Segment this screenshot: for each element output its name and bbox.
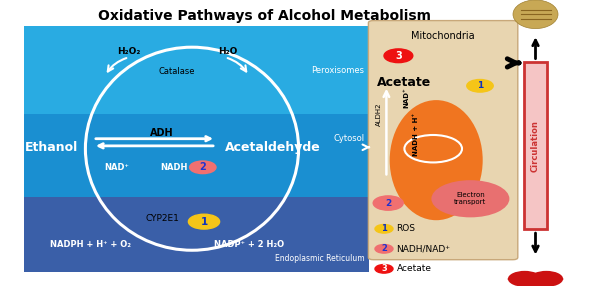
- Circle shape: [375, 225, 393, 233]
- Text: 1: 1: [200, 217, 208, 227]
- Circle shape: [384, 49, 413, 63]
- Text: 1: 1: [477, 81, 483, 90]
- Text: 2: 2: [381, 244, 387, 253]
- Text: ADH: ADH: [150, 128, 174, 138]
- Ellipse shape: [390, 100, 483, 220]
- Circle shape: [375, 265, 393, 273]
- Circle shape: [373, 196, 403, 210]
- Text: Peroxisomes: Peroxisomes: [311, 65, 364, 75]
- FancyBboxPatch shape: [24, 26, 369, 114]
- Circle shape: [375, 245, 393, 253]
- Text: H₂O₂: H₂O₂: [118, 47, 140, 56]
- Text: Acetate: Acetate: [397, 264, 431, 273]
- Text: 1: 1: [381, 224, 387, 233]
- Polygon shape: [508, 279, 563, 286]
- Text: Electron
transport: Electron transport: [454, 192, 487, 205]
- Circle shape: [530, 271, 563, 286]
- Circle shape: [467, 80, 493, 92]
- Text: NADP⁺ + 2 H₂O: NADP⁺ + 2 H₂O: [214, 240, 284, 249]
- Text: 2: 2: [385, 198, 391, 208]
- Text: 2: 2: [199, 162, 206, 172]
- Text: Circulation: Circulation: [531, 120, 540, 172]
- Text: Cytosol: Cytosol: [333, 134, 364, 143]
- Text: ROS: ROS: [397, 224, 416, 233]
- Text: 3: 3: [395, 51, 402, 61]
- Text: Mitochondria: Mitochondria: [411, 31, 475, 41]
- FancyBboxPatch shape: [24, 114, 369, 197]
- Text: Ethanol: Ethanol: [25, 141, 77, 154]
- FancyBboxPatch shape: [524, 62, 547, 229]
- Text: NADH + H⁺: NADH + H⁺: [413, 113, 419, 156]
- FancyBboxPatch shape: [24, 197, 369, 272]
- Text: NAD⁺: NAD⁺: [104, 163, 130, 172]
- Text: Oxidative Pathways of Alcohol Metabolism: Oxidative Pathways of Alcohol Metabolism: [97, 9, 431, 23]
- FancyBboxPatch shape: [368, 21, 518, 260]
- Text: Acetate: Acetate: [377, 76, 431, 90]
- Text: NADH/NAD⁺: NADH/NAD⁺: [397, 244, 451, 253]
- Text: Endoplasmic Reticulum: Endoplasmic Reticulum: [275, 254, 364, 263]
- Circle shape: [188, 214, 220, 229]
- Text: H₂O: H₂O: [218, 47, 238, 56]
- Ellipse shape: [513, 0, 558, 29]
- Circle shape: [431, 180, 509, 217]
- Circle shape: [508, 271, 542, 286]
- Text: CYP2E1: CYP2E1: [145, 214, 179, 223]
- Text: NADPH + H⁺ + O₂: NADPH + H⁺ + O₂: [49, 240, 131, 249]
- Text: NAD⁺: NAD⁺: [403, 87, 409, 108]
- Text: Acetaldehyde: Acetaldehyde: [225, 141, 321, 154]
- Text: Catalase: Catalase: [159, 67, 195, 76]
- Text: 3: 3: [381, 264, 387, 273]
- Circle shape: [190, 161, 216, 174]
- Text: ALDH2: ALDH2: [376, 103, 382, 126]
- Text: NADH: NADH: [160, 163, 188, 172]
